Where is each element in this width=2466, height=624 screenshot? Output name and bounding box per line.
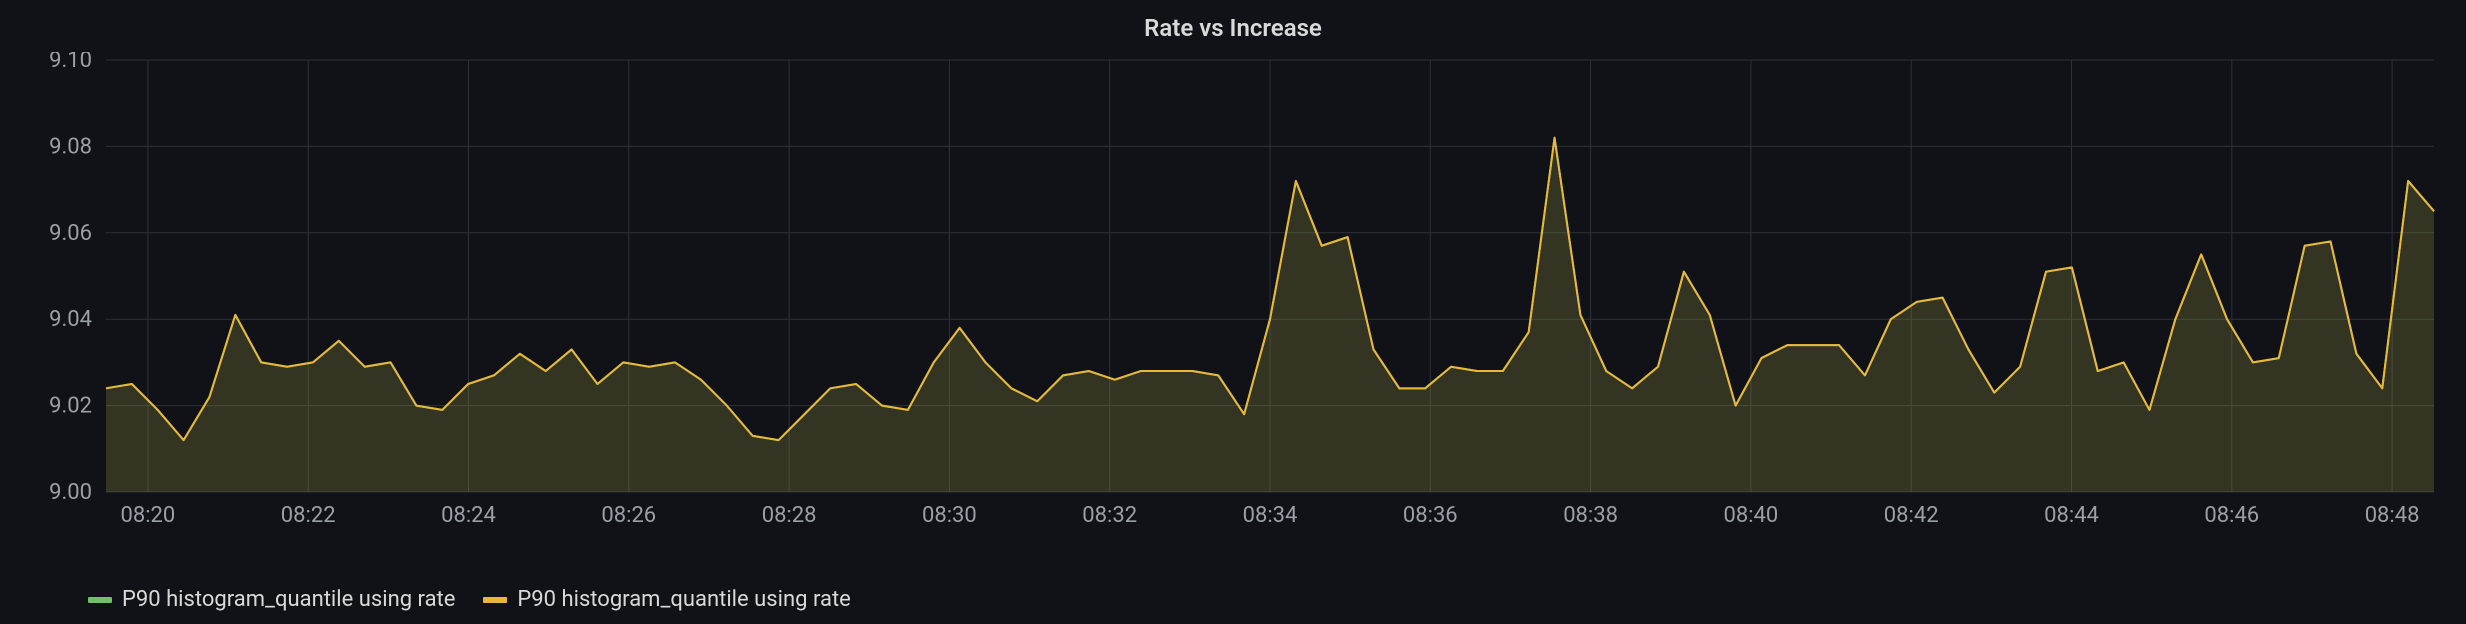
x-axis-label: 08:34 [1243, 503, 1298, 528]
y-axis-label: 9.06 [49, 221, 92, 246]
x-axis-label: 08:26 [601, 503, 656, 528]
x-axis-label: 08:22 [281, 503, 336, 528]
legend-item-1[interactable]: P90 histogram_quantile using rate [483, 587, 850, 612]
x-axis-label: 08:32 [1082, 503, 1137, 528]
legend-swatch-1 [483, 597, 507, 603]
chart-area[interactable]: 9.00 9.02 9.04 9.06 9.08 9.10 08:20 08:22 08:24 0… [16, 52, 2450, 577]
legend-item-0[interactable]: P90 histogram_quantile using rate [88, 587, 455, 612]
x-axis-label: 08:40 [1723, 503, 1778, 528]
legend-swatch-0 [88, 597, 112, 603]
x-axis-label: 08:42 [1884, 503, 1939, 528]
x-axis-label: 08:46 [2204, 503, 2259, 528]
y-axis-label: 9.08 [49, 134, 92, 159]
x-axis-label: 08:44 [2044, 503, 2099, 528]
x-axis-label: 08:30 [922, 503, 977, 528]
legend: P90 histogram_quantile using rate P90 hi… [16, 577, 2450, 612]
timeseries-chart[interactable]: 9.00 9.02 9.04 9.06 9.08 9.10 08:20 08:22 08:24 0… [16, 52, 2450, 577]
y-axis-label: 9.04 [49, 307, 92, 332]
x-axis-label: 08:36 [1403, 503, 1458, 528]
panel-title: Rate vs Increase [16, 8, 2450, 52]
x-axis-label: 08:38 [1563, 503, 1618, 528]
x-axis-label: 08:24 [441, 503, 496, 528]
x-axis-label: 08:28 [762, 503, 817, 528]
y-axis-label: 9.10 [49, 52, 92, 73]
legend-label-0: P90 histogram_quantile using rate [122, 587, 455, 612]
x-axis-label: 08:20 [121, 503, 176, 528]
chart-panel: Rate vs Increase 9.00 9.02 9.04 9.06 9.08 9.1… [0, 0, 2466, 624]
legend-label-1: P90 histogram_quantile using rate [517, 587, 850, 612]
y-axis-label: 9.02 [49, 394, 92, 419]
y-axis-label: 9.00 [49, 480, 92, 505]
x-axis-label: 08:48 [2365, 503, 2420, 528]
